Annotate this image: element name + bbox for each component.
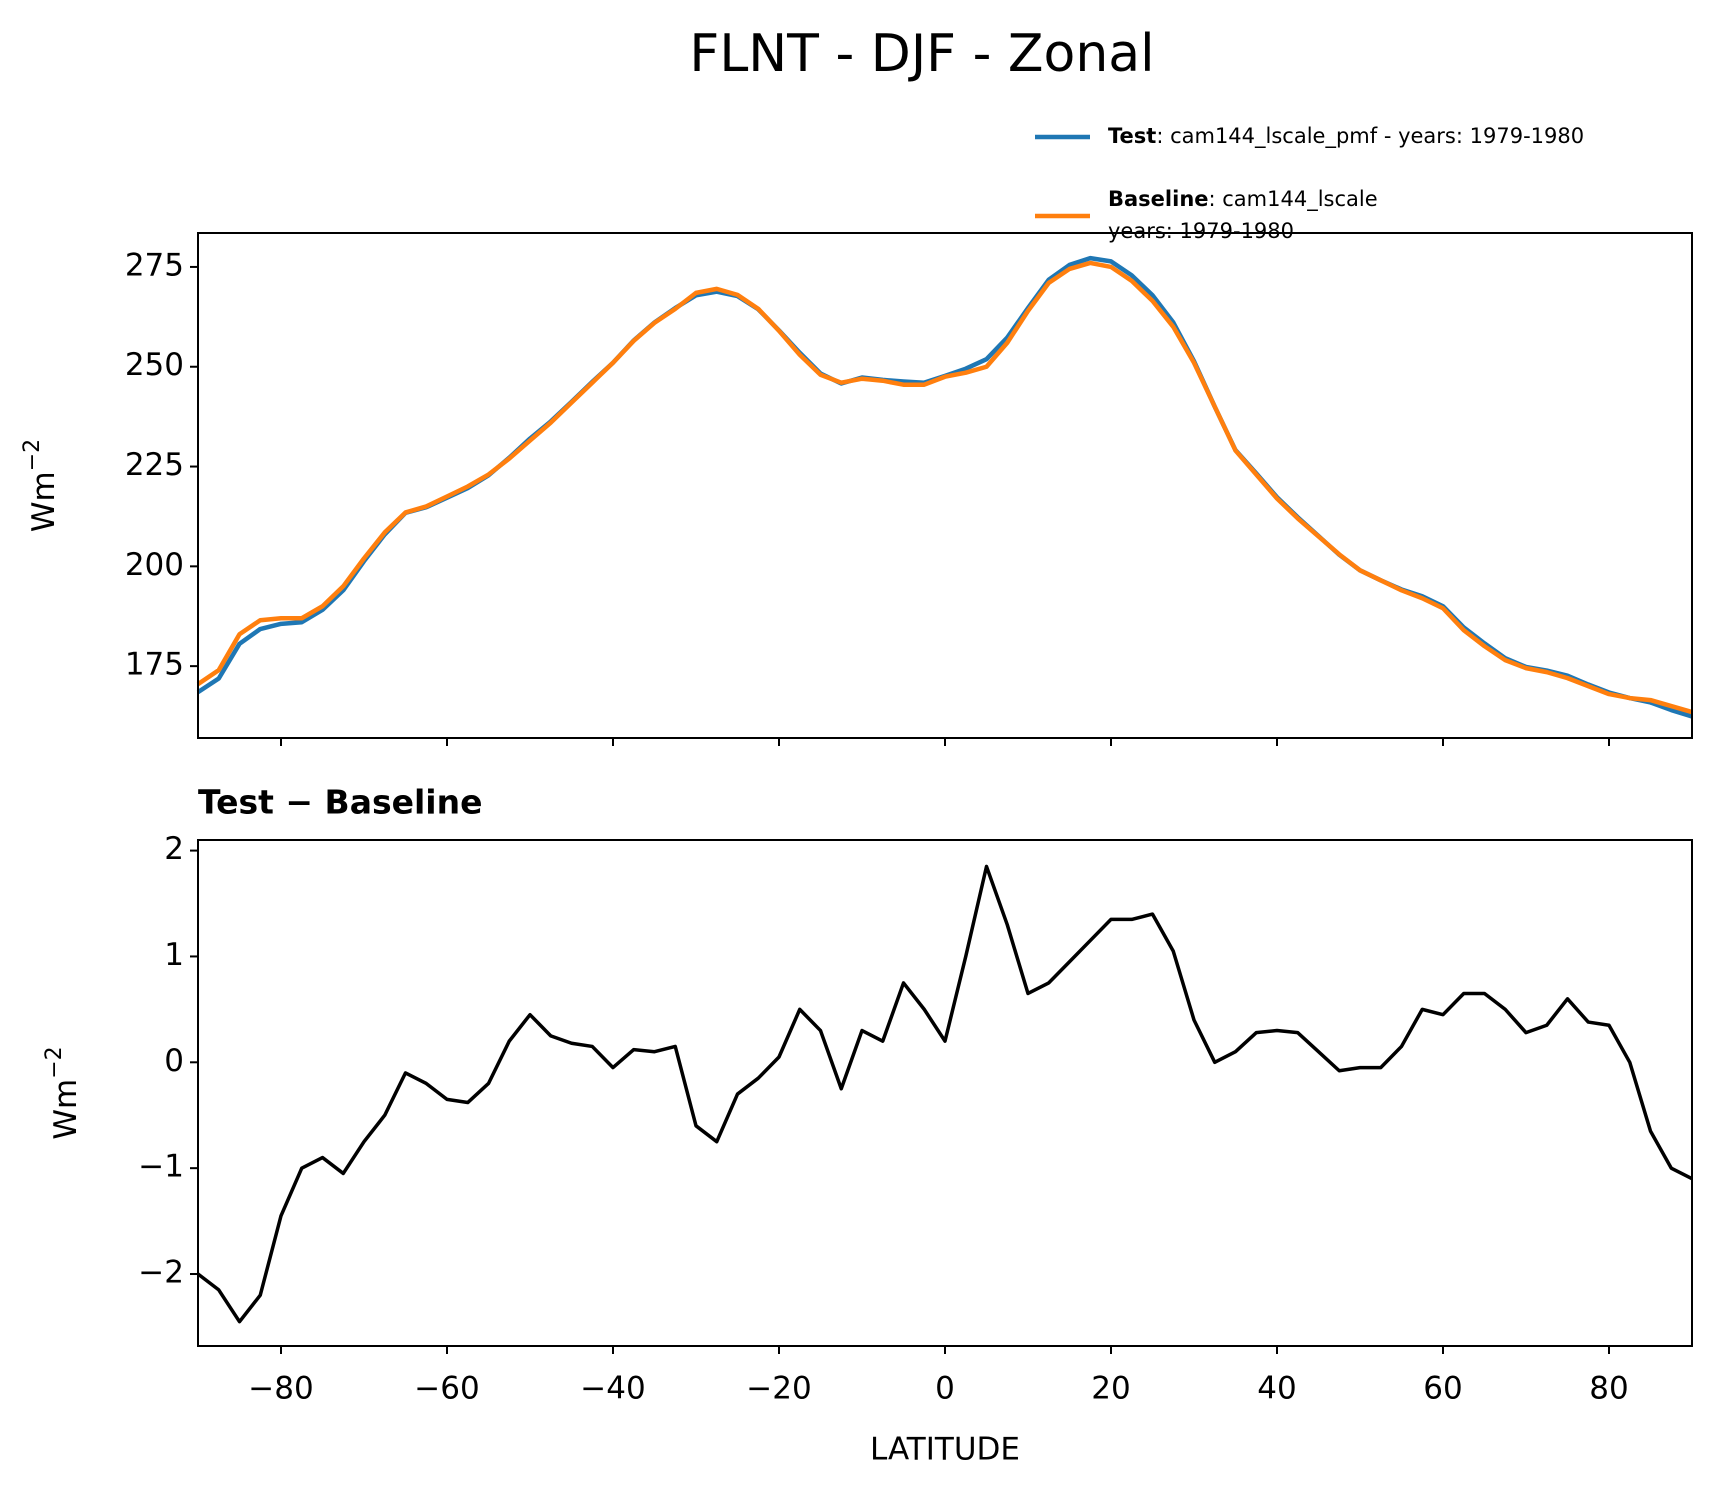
legend-text: Baseline: cam144_lscale: [1108, 187, 1378, 212]
series-line: [196, 864, 1693, 1324]
y-tick-label: 200: [125, 547, 184, 583]
series-line: [196, 255, 1693, 719]
axes-frame: [197, 839, 1693, 1347]
legend-name: Baseline: [1108, 187, 1209, 211]
axes-frame: [197, 232, 1693, 739]
y-tick-label: 1: [164, 937, 184, 973]
y-tick-label: 275: [125, 247, 184, 283]
y-axis-label-base: Wm: [26, 471, 62, 532]
x-tick-label: 40: [1257, 1371, 1296, 1407]
x-tick-label: −20: [746, 1371, 811, 1407]
x-tick-label: −60: [414, 1371, 479, 1407]
figure-title: FLNT - DJF - Zonal: [689, 24, 1154, 84]
y-tick-label: 250: [125, 347, 184, 383]
x-tick-label: −40: [580, 1371, 645, 1407]
x-tick-label: 20: [1091, 1371, 1130, 1407]
legend-name: Test: [1108, 124, 1156, 148]
x-tick-label: −80: [248, 1371, 313, 1407]
y-tick-label: −2: [138, 1255, 184, 1291]
x-tick-label: 60: [1423, 1371, 1462, 1407]
axes-title: Test − Baseline: [198, 783, 483, 822]
legend-description: : cam144_lscale_pmf - years: 1979-1980: [1156, 124, 1584, 149]
legend-description: years: 1979-1980: [1108, 219, 1294, 243]
y-tick-label: 175: [125, 647, 184, 683]
legend-text: Test: cam144_lscale_pmf - years: 1979-19…: [1108, 124, 1584, 149]
y-axis-label: Wm−2: [20, 439, 62, 532]
series-line: [196, 260, 1693, 715]
x-tick-label: 80: [1589, 1371, 1628, 1407]
y-axis-label: Wm−2: [42, 1046, 84, 1139]
legend-description: : cam144_lscale: [1209, 187, 1378, 212]
y-axis-label-exponent: −2: [42, 1046, 67, 1078]
x-axis-label: LATITUDE: [870, 1432, 1020, 1468]
y-axis-label-exponent: −2: [20, 439, 45, 471]
y-axis-label-base: Wm: [48, 1079, 84, 1140]
y-tick-label: −1: [138, 1149, 184, 1185]
y-tick-label: 0: [164, 1043, 184, 1079]
x-tick-label: 0: [935, 1371, 955, 1407]
y-tick-label: 225: [125, 447, 184, 483]
legend-text: years: 1979-1980: [1108, 219, 1294, 243]
y-tick-label: 2: [164, 831, 184, 867]
